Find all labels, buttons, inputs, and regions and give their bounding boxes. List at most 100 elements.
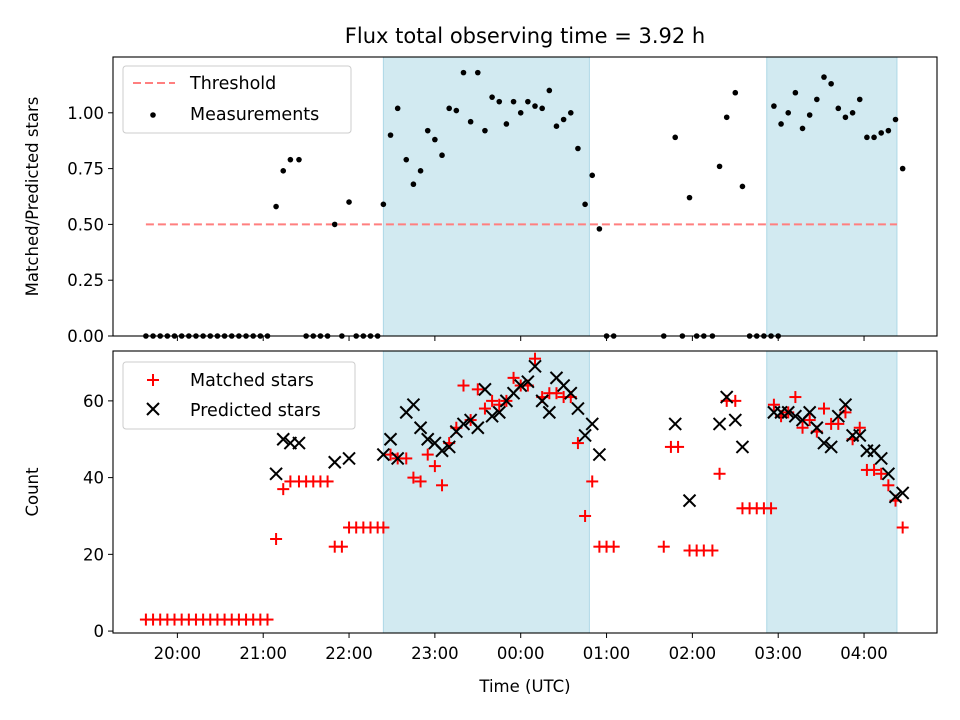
measurement-point bbox=[778, 121, 784, 127]
measurement-point bbox=[864, 134, 870, 141]
top-panel-y-ticks: 0.00 0.25 0.50 0.75 1.00 bbox=[67, 104, 113, 346]
matched-star-point bbox=[478, 402, 491, 415]
measurement-point bbox=[716, 163, 723, 170]
matched-star-point bbox=[277, 483, 290, 496]
predicted-star-point bbox=[824, 440, 838, 454]
predicted-star-point bbox=[485, 409, 499, 423]
bottom-panel-shaded-spans bbox=[382, 350, 898, 634]
matched-star-point bbox=[377, 521, 390, 534]
matched-star-point bbox=[586, 475, 599, 488]
figure-title: Flux total observing time = 3.92 h bbox=[345, 24, 705, 48]
predicted-star-point bbox=[668, 417, 682, 431]
matched-star-point bbox=[471, 383, 484, 396]
measurement-point bbox=[892, 116, 899, 123]
predicted-star-point bbox=[492, 405, 506, 420]
measurement-point bbox=[532, 103, 538, 109]
measurement-point bbox=[439, 152, 445, 159]
measurement-point bbox=[672, 134, 679, 141]
predicted-star-point bbox=[831, 409, 845, 423]
measurement-point bbox=[821, 74, 827, 80]
measurement-point bbox=[446, 105, 452, 112]
measurement-point bbox=[871, 134, 877, 141]
matched-star-point bbox=[875, 467, 888, 480]
matched-star-point bbox=[571, 437, 584, 450]
bottom-panel-frame bbox=[112, 350, 938, 634]
matched-star-point bbox=[400, 452, 413, 465]
predicted-star-point bbox=[328, 455, 342, 469]
matched-star-point bbox=[832, 417, 845, 430]
measurement-point bbox=[539, 105, 545, 112]
predicted-star-point bbox=[456, 417, 471, 431]
legend-measurements-swatch bbox=[150, 112, 156, 118]
y-tick-label: 20 bbox=[83, 545, 104, 564]
shaded-span-1 bbox=[382, 350, 590, 634]
top-panel-shaded-spans bbox=[382, 56, 898, 337]
measurement-point bbox=[517, 110, 524, 116]
measurement-point bbox=[503, 121, 510, 127]
measurement-point bbox=[287, 156, 294, 163]
matched-star-point bbox=[713, 467, 726, 480]
bottom-panel-x-ticks: 20:00 21:00 22:00 23:00 00:00 01:00 02:00 03:00… bbox=[154, 633, 888, 663]
measurement-point bbox=[331, 221, 338, 228]
y-tick-label: 0 bbox=[94, 622, 105, 641]
y-tick-label: 0.25 bbox=[67, 271, 104, 290]
bottom-panel-marks bbox=[139, 352, 910, 626]
top-panel-x-ticks bbox=[176, 336, 865, 341]
matched-star-point bbox=[261, 613, 274, 626]
legend-matched-swatch bbox=[147, 374, 159, 386]
measurement-point bbox=[346, 199, 352, 205]
legend-predicted-label: Predicted stars bbox=[190, 401, 321, 421]
matched-star-point bbox=[414, 475, 427, 488]
matched-star-point bbox=[335, 540, 348, 553]
predicted-star-point bbox=[528, 359, 542, 374]
shaded-span-1 bbox=[382, 56, 590, 337]
x-tick-label: 21:00 bbox=[239, 644, 287, 663]
predicted-star-point bbox=[802, 405, 817, 420]
predicted-star-point bbox=[578, 428, 592, 443]
matched-star-point bbox=[853, 421, 866, 434]
measurement-point bbox=[424, 127, 431, 134]
predicted-star-point bbox=[874, 451, 888, 466]
matched-star-point bbox=[817, 402, 830, 415]
predicted-star-point bbox=[413, 421, 428, 435]
predicted-star-point bbox=[478, 382, 492, 397]
measurement-point bbox=[410, 181, 417, 188]
measurement-point bbox=[273, 203, 279, 210]
predicted-star-point bbox=[521, 374, 535, 389]
matched-star-point bbox=[457, 379, 470, 392]
top-panel-legend: Threshold Measurements bbox=[122, 65, 352, 134]
predicted-star-point bbox=[376, 447, 391, 462]
legend-predicted-swatch bbox=[146, 402, 160, 416]
predicted-star-point bbox=[810, 421, 824, 435]
x-tick-label: 20:00 bbox=[154, 644, 202, 663]
predicted-star-point bbox=[342, 451, 356, 466]
predicted-star-point bbox=[514, 378, 528, 393]
matched-star-point bbox=[896, 521, 909, 534]
predicted-star-point bbox=[895, 486, 910, 500]
measurement-point bbox=[806, 112, 813, 118]
matched-star-point bbox=[803, 414, 816, 427]
predicted-star-point bbox=[881, 467, 896, 481]
measurement-point bbox=[842, 114, 849, 121]
predicted-star-point bbox=[838, 398, 853, 412]
x-tick-label: 02:00 bbox=[669, 644, 717, 663]
matched-star-point bbox=[657, 540, 670, 553]
measurement-point bbox=[474, 69, 481, 76]
predicted-star-point bbox=[383, 432, 398, 446]
measurement-point bbox=[885, 127, 892, 134]
legend-threshold-label: Threshold bbox=[189, 74, 276, 94]
predicted-star-point bbox=[292, 436, 306, 450]
matched-star-point bbox=[882, 479, 895, 492]
matched-star-point bbox=[796, 421, 809, 434]
predicted-star-point bbox=[585, 417, 599, 431]
measurement-point bbox=[596, 226, 603, 232]
bottom-panel: 0 20 40 60 20:00 21:00 22:00 23:00 00:00 01:00 02… bbox=[23, 350, 938, 696]
measurement-point bbox=[553, 123, 560, 129]
predicted-star-point bbox=[421, 432, 435, 446]
x-tick-label: 03:00 bbox=[754, 644, 802, 663]
measurement-point bbox=[546, 87, 553, 94]
measurement-point bbox=[467, 118, 474, 125]
measurement-point bbox=[792, 89, 799, 96]
matched-star-point bbox=[436, 479, 449, 492]
predicted-star-point bbox=[435, 444, 449, 458]
